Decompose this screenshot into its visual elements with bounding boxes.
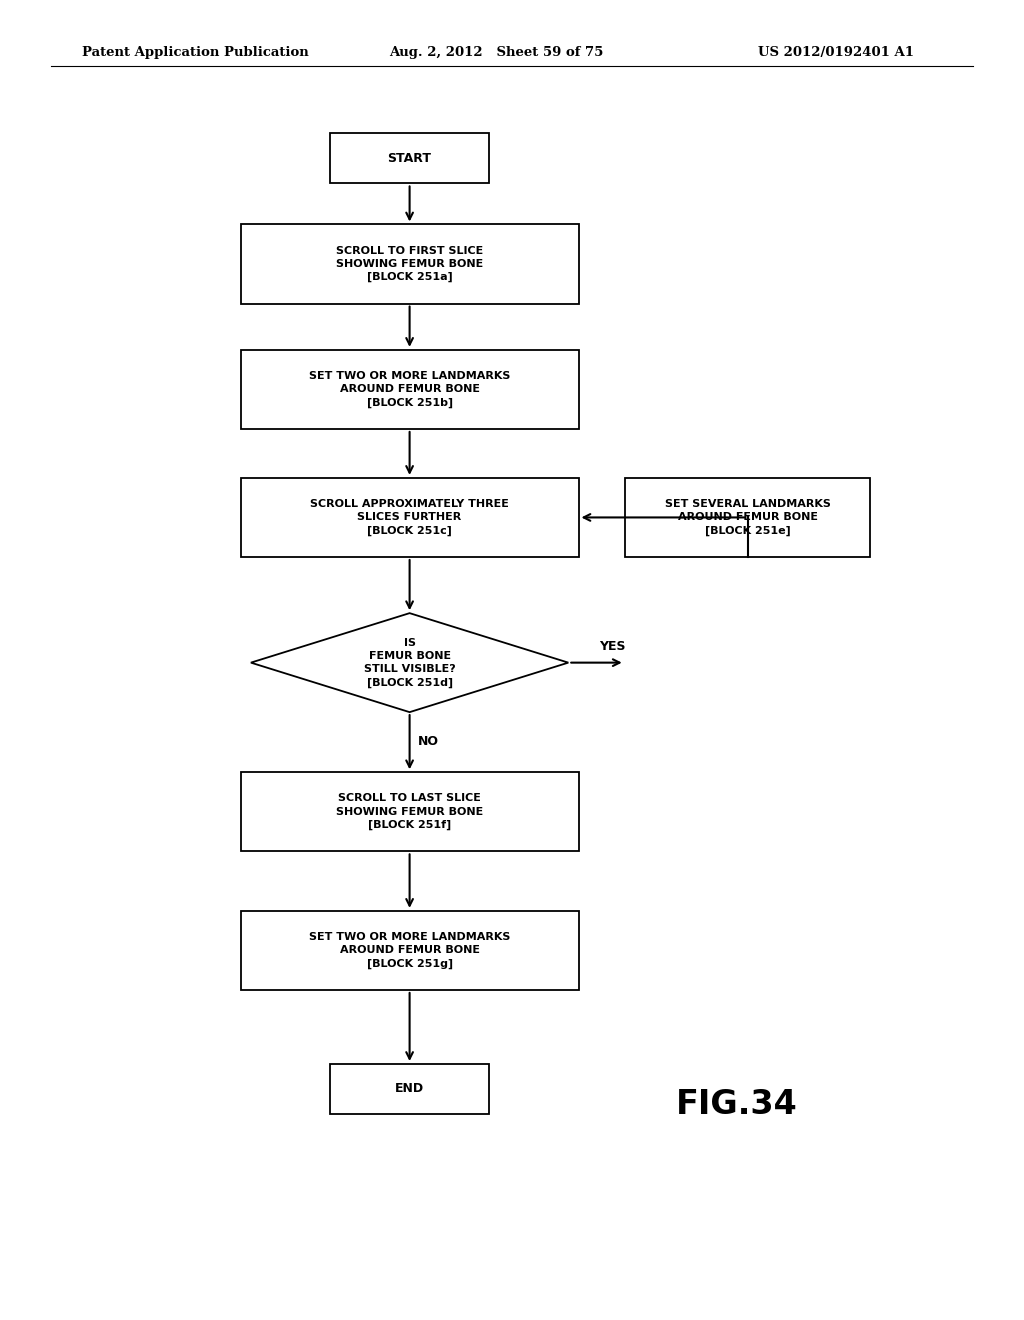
FancyBboxPatch shape [330, 1064, 489, 1114]
FancyBboxPatch shape [241, 478, 579, 557]
FancyBboxPatch shape [241, 224, 579, 304]
FancyBboxPatch shape [241, 772, 579, 851]
Text: SCROLL TO FIRST SLICE
SHOWING FEMUR BONE
[BLOCK 251a]: SCROLL TO FIRST SLICE SHOWING FEMUR BONE… [336, 246, 483, 282]
Text: Aug. 2, 2012   Sheet 59 of 75: Aug. 2, 2012 Sheet 59 of 75 [389, 46, 603, 59]
Text: END: END [395, 1082, 424, 1096]
Text: SCROLL APPROXIMATELY THREE
SLICES FURTHER
[BLOCK 251c]: SCROLL APPROXIMATELY THREE SLICES FURTHE… [310, 499, 509, 536]
Text: SET TWO OR MORE LANDMARKS
AROUND FEMUR BONE
[BLOCK 251g]: SET TWO OR MORE LANDMARKS AROUND FEMUR B… [309, 932, 510, 969]
FancyBboxPatch shape [241, 911, 579, 990]
Polygon shape [251, 612, 568, 713]
Text: IS
FEMUR BONE
STILL VISIBLE?
[BLOCK 251d]: IS FEMUR BONE STILL VISIBLE? [BLOCK 251d… [364, 638, 456, 688]
FancyBboxPatch shape [330, 133, 489, 183]
Text: Patent Application Publication: Patent Application Publication [82, 46, 308, 59]
Text: YES: YES [599, 640, 626, 653]
Text: SCROLL TO LAST SLICE
SHOWING FEMUR BONE
[BLOCK 251f]: SCROLL TO LAST SLICE SHOWING FEMUR BONE … [336, 793, 483, 830]
Text: START: START [388, 152, 431, 165]
Text: SET TWO OR MORE LANDMARKS
AROUND FEMUR BONE
[BLOCK 251b]: SET TWO OR MORE LANDMARKS AROUND FEMUR B… [309, 371, 510, 408]
Text: NO: NO [418, 735, 438, 747]
FancyBboxPatch shape [625, 478, 870, 557]
FancyBboxPatch shape [241, 350, 579, 429]
Text: US 2012/0192401 A1: US 2012/0192401 A1 [758, 46, 913, 59]
Text: SET SEVERAL LANDMARKS
AROUND FEMUR BONE
[BLOCK 251e]: SET SEVERAL LANDMARKS AROUND FEMUR BONE … [665, 499, 830, 536]
Text: FIG.34: FIG.34 [676, 1088, 798, 1122]
